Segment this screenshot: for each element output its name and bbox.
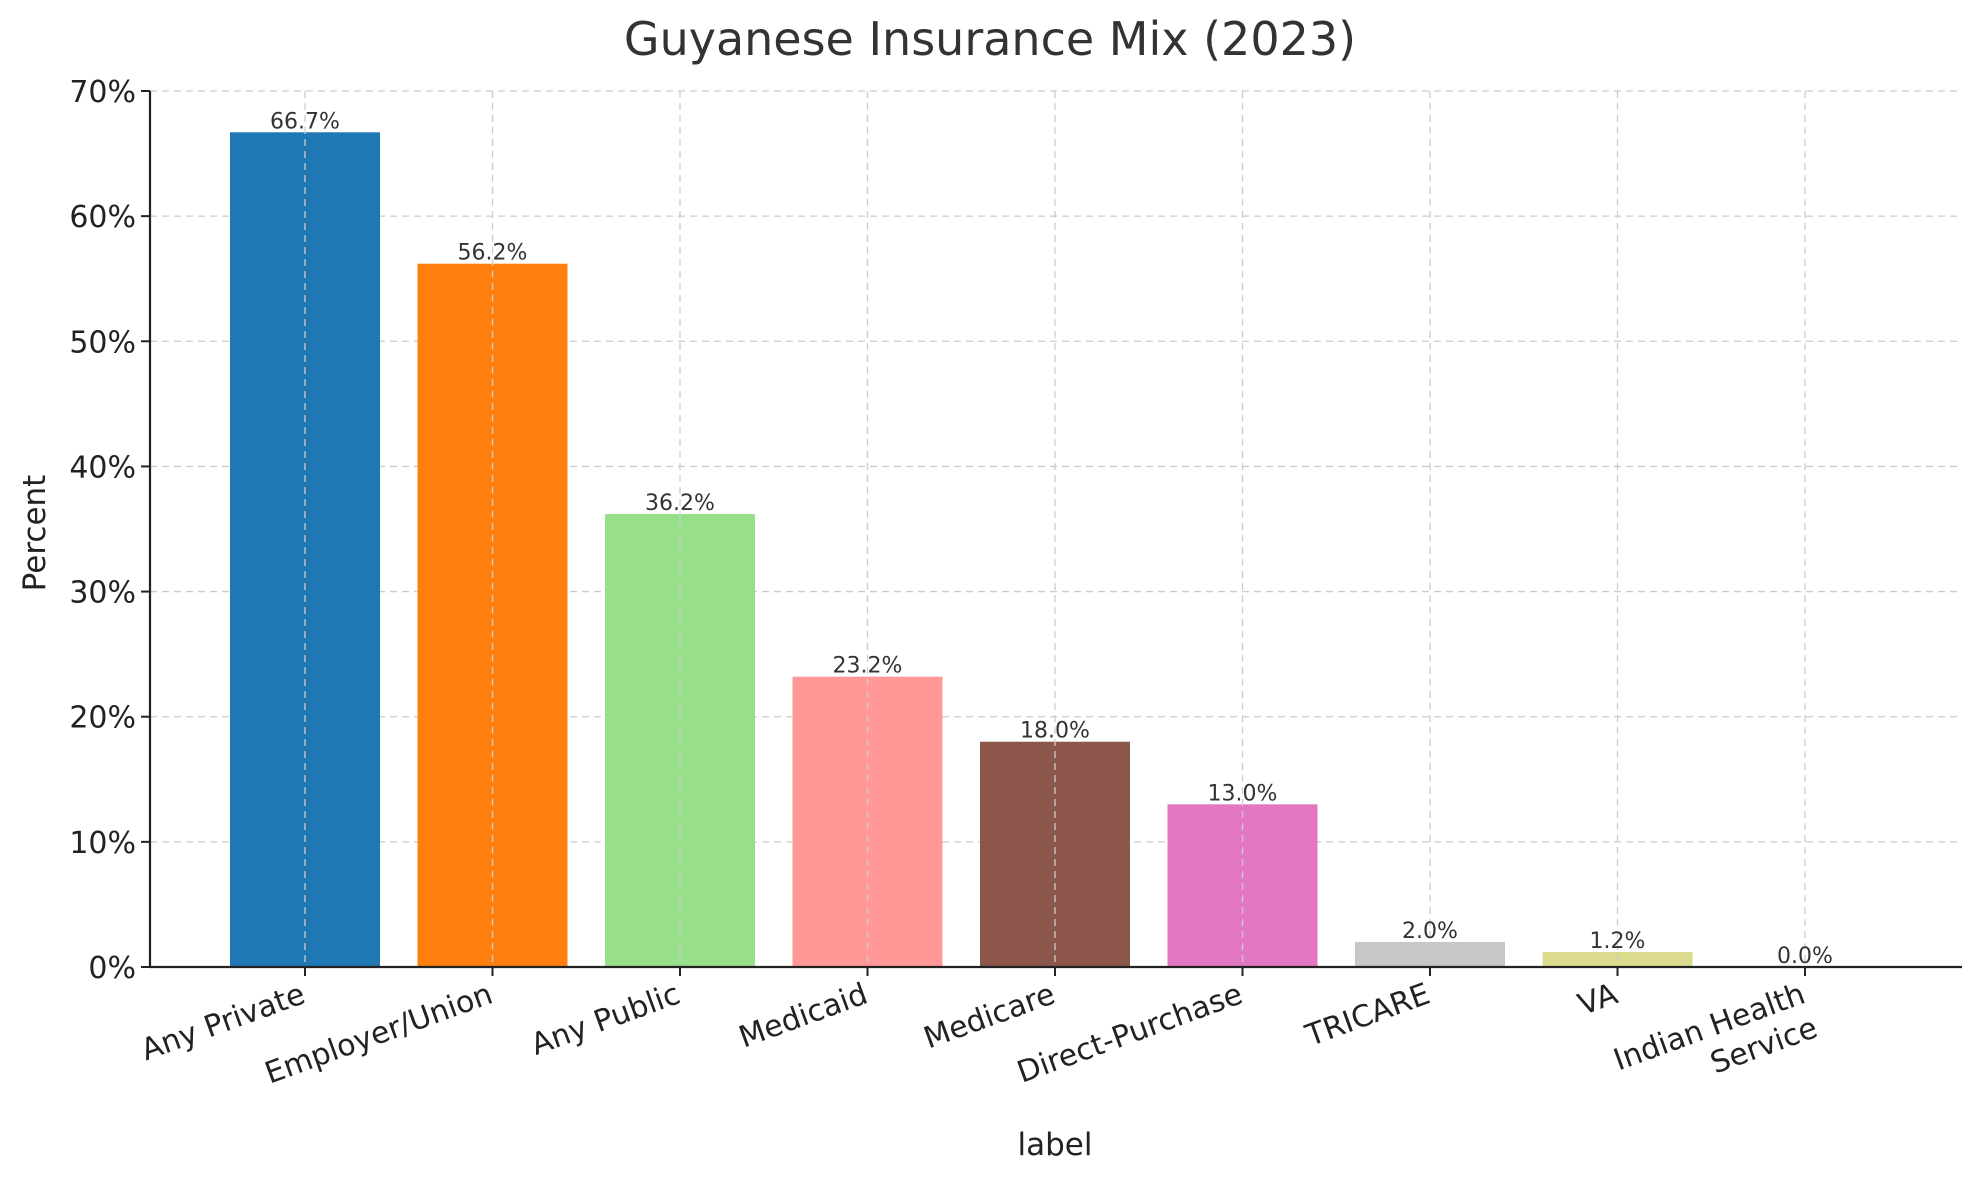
data-labels: 66.7% 56.2% 36.2% 23.2% 18.0% 13.0% 2.0% 1.2% 0.… bbox=[270, 109, 1833, 969]
y-tick-label: 60% bbox=[69, 200, 136, 235]
y-tick-label: 10% bbox=[69, 826, 136, 861]
data-label: 56.2% bbox=[458, 241, 528, 266]
data-label: 23.2% bbox=[833, 654, 903, 679]
chart-title: Guyanese Insurance Mix (2023) bbox=[624, 12, 1356, 66]
x-tick-label: Medicaid bbox=[734, 977, 872, 1056]
vertical-grid-lines bbox=[304, 91, 1806, 967]
data-label: 1.2% bbox=[1590, 929, 1646, 954]
x-tick-label: Any Public bbox=[527, 977, 685, 1063]
x-tick-label: VA bbox=[1573, 976, 1622, 1022]
data-label: 2.0% bbox=[1402, 919, 1458, 944]
data-label: 13.0% bbox=[1208, 781, 1278, 806]
x-tick-label: TRICARE bbox=[1300, 977, 1434, 1054]
x-tick-label: Indian HealthService bbox=[1609, 977, 1822, 1112]
y-tick-label: 20% bbox=[69, 701, 136, 736]
y-tick-label: 0% bbox=[88, 951, 136, 986]
y-tick-label: 40% bbox=[69, 450, 136, 485]
data-label: 18.0% bbox=[1020, 719, 1090, 744]
x-axis-label: label bbox=[1018, 1127, 1093, 1163]
bar bbox=[792, 676, 943, 967]
data-label: 36.2% bbox=[645, 491, 715, 516]
y-tick-label: 70% bbox=[69, 75, 136, 110]
y-tick-label: 30% bbox=[69, 576, 136, 611]
x-tick-label: Medicare bbox=[919, 977, 1059, 1057]
data-label: 0.0% bbox=[1777, 944, 1833, 969]
y-ticks: 0% 10% 20% 30% 40% 50% 60% 70% bbox=[69, 75, 150, 986]
y-tick-label: 50% bbox=[69, 325, 136, 360]
data-label: 66.7% bbox=[270, 109, 340, 134]
y-axis-label: Percent bbox=[17, 475, 53, 592]
